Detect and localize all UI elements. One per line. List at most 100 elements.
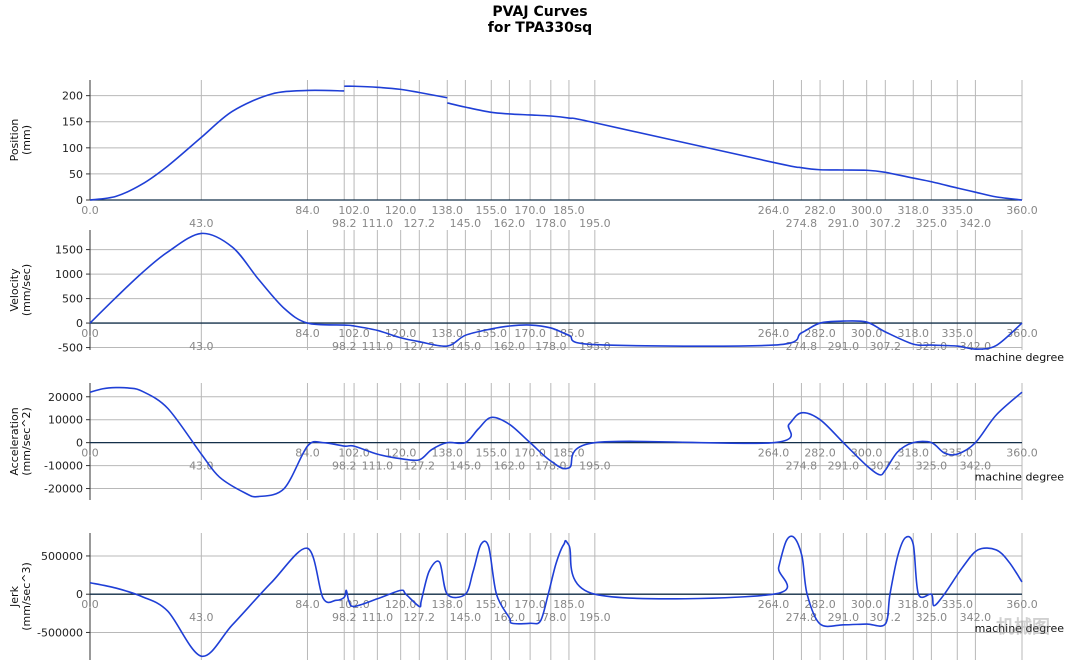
x-tick-label: 98.2 <box>332 217 357 230</box>
x-tick-label: 155.0 <box>476 204 508 217</box>
y-axis-label: Velocity(mm/sec) <box>8 264 33 316</box>
x-tick-label: 325.0 <box>916 217 948 230</box>
x-tick-label: 102.0 <box>338 204 370 217</box>
x-tick-label: 360.0 <box>1006 447 1038 460</box>
x-tick-label: 335.0 <box>942 598 974 611</box>
x-tick-label: 178.0 <box>535 460 567 473</box>
series-line <box>89 232 1023 350</box>
x-tick-label: 84.0 <box>295 204 320 217</box>
x-tick-label: 307.2 <box>870 340 902 353</box>
y-tick-label: 1500 <box>55 244 83 257</box>
panel-4: -500000 0 500000 0.0 84.0 102.0 120.0 138.0 155.… <box>8 533 1064 660</box>
y-tick-label: 150 <box>62 116 83 129</box>
x-tick-label: 0.0 <box>81 447 99 460</box>
y-tick-label: 0 <box>76 588 83 601</box>
x-tick-label: 0.0 <box>81 204 99 217</box>
x-tick-label: 111.0 <box>362 611 394 624</box>
x-tick-label: 84.0 <box>295 598 320 611</box>
x-tick-label: 264.0 <box>758 327 790 340</box>
x-axis-label: machine degree <box>975 622 1065 635</box>
x-tick-label: 335.0 <box>942 204 974 217</box>
x-tick-label: 195.0 <box>579 217 611 230</box>
x-tick-label: 127.2 <box>404 460 436 473</box>
x-tick-label: 264.0 <box>758 447 790 460</box>
x-tick-label: 162.0 <box>494 460 526 473</box>
x-tick-label: 138.0 <box>432 204 464 217</box>
y-tick-label: 0 <box>76 194 83 207</box>
y-axis-label-line: Position <box>8 119 21 162</box>
series-line <box>89 89 345 201</box>
x-tick-label: 84.0 <box>295 447 320 460</box>
x-tick-label: 291.0 <box>828 217 860 230</box>
y-tick-label: 1000 <box>55 268 83 281</box>
x-tick-label: 307.2 <box>870 217 902 230</box>
y-tick-label: 0 <box>76 437 83 450</box>
x-tick-label: 300.0 <box>851 598 883 611</box>
x-tick-label: 342.0 <box>960 460 992 473</box>
x-tick-label: 264.0 <box>758 204 790 217</box>
x-tick-label: 185.0 <box>553 598 585 611</box>
x-tick-label: 98.2 <box>332 460 357 473</box>
x-tick-label: 138.0 <box>432 598 464 611</box>
x-tick-label: 318.0 <box>898 327 930 340</box>
x-tick-label: 0.0 <box>81 598 99 611</box>
x-tick-label: 43.0 <box>189 611 214 624</box>
x-tick-label: 120.0 <box>385 598 417 611</box>
x-tick-label: 111.0 <box>362 217 394 230</box>
y-tick-label: -500000 <box>37 626 83 639</box>
watermark-text: 机械图 <box>996 617 1050 638</box>
series-line <box>344 85 448 99</box>
y-tick-label: 10000 <box>48 414 83 427</box>
x-tick-label: 43.0 <box>189 217 214 230</box>
y-axis-label-line: (mm/sec^3) <box>20 562 33 630</box>
x-tick-label: 264.0 <box>758 598 790 611</box>
x-axis-label: machine degree <box>975 351 1065 364</box>
y-tick-label: 20000 <box>48 391 83 404</box>
x-tick-label: 145.0 <box>450 217 482 230</box>
y-tick-label: 0 <box>76 317 83 330</box>
x-tick-label: 170.0 <box>514 327 546 340</box>
y-axis-label: Position(mm) <box>8 119 33 162</box>
series-line <box>89 386 1023 498</box>
y-axis-label-line: Velocity <box>8 268 21 312</box>
x-tick-label: 318.0 <box>898 598 930 611</box>
x-tick-label: 138.0 <box>432 447 464 460</box>
x-tick-label: 178.0 <box>535 340 567 353</box>
x-tick-label: 282.0 <box>804 447 836 460</box>
x-tick-label: 111.0 <box>362 460 394 473</box>
x-tick-label: 98.2 <box>332 340 357 353</box>
y-tick-label: 50 <box>69 168 83 181</box>
y-axis-label: Jerk(mm/sec^3) <box>8 562 33 630</box>
x-tick-label: 300.0 <box>851 204 883 217</box>
x-tick-label: 185.0 <box>553 447 585 460</box>
x-tick-label: 291.0 <box>828 340 860 353</box>
x-tick-label: 318.0 <box>898 204 930 217</box>
x-tick-label: 178.0 <box>535 217 567 230</box>
x-tick-label: 300.0 <box>851 447 883 460</box>
y-axis-label-line: Acceleration <box>8 407 21 475</box>
y-tick-label: -20000 <box>44 483 83 496</box>
x-tick-label: 274.8 <box>786 340 818 353</box>
y-axis-label-line: (mm/sec) <box>20 264 33 316</box>
x-tick-label: 0.0 <box>81 327 99 340</box>
y-tick-label: 200 <box>62 90 83 103</box>
x-tick-label: 291.0 <box>828 460 860 473</box>
x-tick-label: 360.0 <box>1006 204 1038 217</box>
x-tick-label: 291.0 <box>828 611 860 624</box>
x-tick-label: 138.0 <box>432 327 464 340</box>
x-tick-label: 360.0 <box>1006 598 1038 611</box>
x-tick-label: 282.0 <box>804 598 836 611</box>
y-tick-label: -500 <box>58 342 83 355</box>
x-tick-label: 318.0 <box>898 447 930 460</box>
x-tick-label: 111.0 <box>362 340 394 353</box>
x-tick-label: 162.0 <box>494 340 526 353</box>
x-tick-label: 145.0 <box>450 460 482 473</box>
x-tick-label: 300.0 <box>851 327 883 340</box>
x-tick-label: 325.0 <box>916 460 948 473</box>
x-tick-label: 274.8 <box>786 217 818 230</box>
x-tick-label: 102.0 <box>338 598 370 611</box>
series-line <box>447 102 1023 201</box>
